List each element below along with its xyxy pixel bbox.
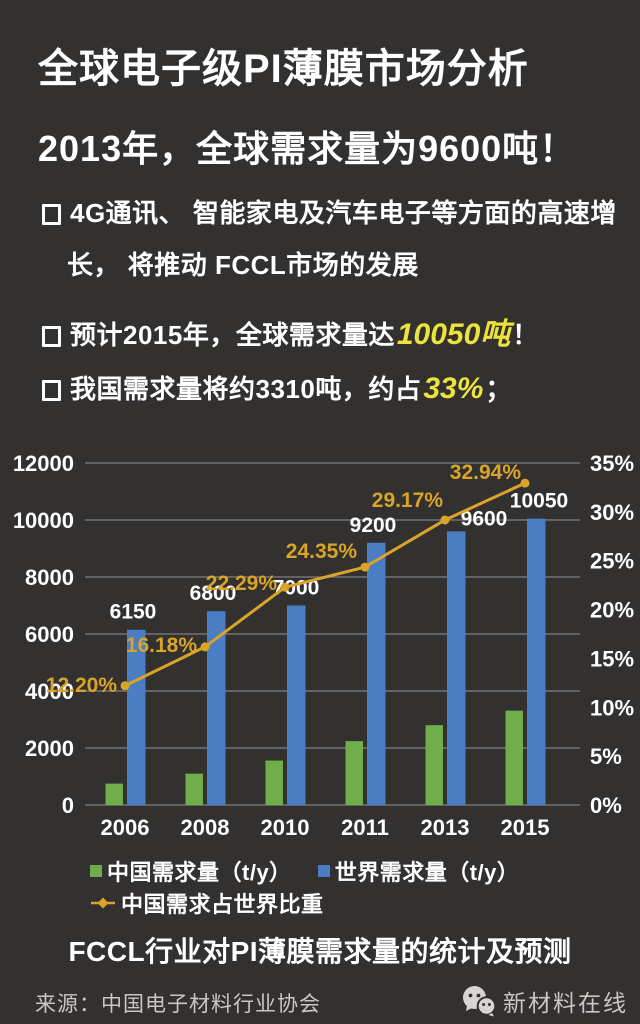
svg-text:2010: 2010: [261, 815, 310, 840]
legend-label-china: 中国需求量（t/y）: [107, 860, 292, 885]
svg-text:2006: 2006: [101, 815, 150, 840]
bullet-list: 4G通讯、 智能家电及汽车电子等方面的高速增 长， 将推动 FCCL市场的发展 …: [42, 196, 622, 406]
bullet-1-line-1: 4G通讯、 智能家电及汽车电子等方面的高速增: [70, 198, 617, 228]
bullet-3-prefix: 我国需求量将约3310吨，约占: [70, 374, 422, 404]
svg-text:6800: 6800: [190, 582, 237, 605]
square-bullet-icon: [42, 380, 61, 401]
svg-text:24.35%: 24.35%: [286, 540, 358, 563]
bullet-1-line-2: 长， 将推动 FCCL市场的发展: [67, 250, 419, 280]
svg-text:10000: 10000: [13, 508, 74, 533]
svg-text:10050: 10050: [510, 490, 568, 513]
svg-text:0: 0: [62, 793, 74, 818]
svg-text:20%: 20%: [590, 598, 634, 623]
wechat-logo-icon: [463, 986, 497, 1017]
legend-label-share: 中国需求占世界比重: [121, 892, 324, 917]
page-subtitle: 2013年，全球需求量为9600吨！: [38, 128, 577, 169]
svg-text:22.29%: 22.29%: [206, 572, 278, 595]
bullet-3-text: 我国需求量将约3310吨，约占33%；: [70, 372, 512, 406]
bullet-2-text: 预计2015年，全球需求量达10050吨！: [70, 318, 539, 352]
svg-text:0%: 0%: [590, 793, 622, 818]
source-credit: 来源：中国电子材料行业协会: [35, 993, 321, 1016]
line-series-marker-icon: [91, 897, 115, 909]
bullet-3-highlight: 33%: [423, 372, 484, 405]
square-bullet-icon: [42, 326, 61, 347]
svg-text:9600: 9600: [461, 507, 508, 530]
svg-text:25%: 25%: [590, 549, 634, 574]
svg-text:35%: 35%: [590, 451, 634, 476]
svg-text:10%: 10%: [590, 695, 634, 720]
svg-text:32.94%: 32.94%: [450, 461, 522, 484]
svg-text:2013: 2013: [421, 815, 470, 840]
bullet-2-prefix: 预计2015年，全球需求量达: [70, 320, 395, 350]
combo-chart: 12000 10000 8000 6000 4000 2000 0 35% 30% 25% 20% 1…: [0, 440, 640, 850]
svg-text:8000: 8000: [25, 565, 74, 590]
legend-row-1: 中国需求量（t/y） 世界需求量（t/y）: [90, 856, 630, 886]
bullet-item-2: 预计2015年，全球需求量达10050吨！: [42, 318, 622, 352]
svg-text:29.17%: 29.17%: [372, 489, 444, 512]
chart-title-caption: FCCL行业对PI薄膜需求量的统计及预测: [68, 936, 572, 967]
wechat-account-name: 新材料在线: [503, 990, 628, 1016]
svg-text:5%: 5%: [590, 744, 622, 769]
svg-text:12000: 12000: [13, 451, 74, 476]
page-title: 全球电子级PI薄膜市场分析: [38, 47, 529, 91]
svg-text:15%: 15%: [590, 646, 634, 671]
bullet-3-suffix: ；: [485, 374, 512, 404]
bullet-2-suffix: ！: [512, 320, 539, 350]
svg-text:2000: 2000: [25, 736, 74, 761]
bullet-2-highlight: 10050吨: [396, 318, 511, 351]
svg-text:9200: 9200: [350, 514, 397, 537]
svg-text:30%: 30%: [590, 500, 634, 525]
world-demand-swatch-icon: [317, 865, 330, 877]
square-bullet-icon: [42, 204, 61, 225]
svg-text:2008: 2008: [181, 815, 230, 840]
svg-text:16.18%: 16.18%: [126, 634, 198, 657]
bullet-item-3: 我国需求量将约3310吨，约占33%；: [42, 372, 622, 406]
svg-text:4000: 4000: [25, 679, 74, 704]
svg-text:12.20%: 12.20%: [46, 674, 118, 697]
wechat-account-badge: 新材料在线: [461, 984, 628, 1018]
chart-legend: 中国需求量（t/y） 世界需求量（t/y） 中国需求占世界比重: [90, 856, 630, 918]
svg-text:6000: 6000: [25, 622, 74, 647]
svg-text:2011: 2011: [341, 815, 389, 840]
svg-text:6150: 6150: [110, 601, 157, 624]
svg-text:2015: 2015: [501, 815, 550, 840]
chart-canvas: 12000 10000 8000 6000 4000 2000 0 35% 30% 25% 20% 1…: [13, 451, 634, 840]
bullet-item-1: 4G通讯、 智能家电及汽车电子等方面的高速增: [42, 196, 622, 230]
legend-label-world: 世界需求量（t/y）: [334, 860, 520, 885]
legend-row-2: 中国需求占世界比重: [90, 888, 630, 918]
footer: 来源：中国电子材料行业协会 新材料在线: [0, 984, 640, 1024]
china-demand-swatch-icon: [90, 865, 102, 877]
